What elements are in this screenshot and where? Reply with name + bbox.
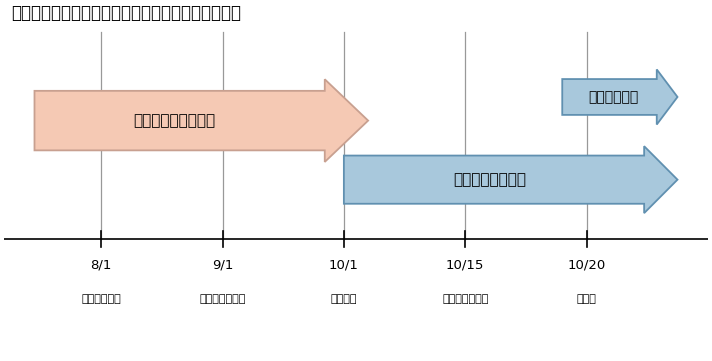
Polygon shape [344, 146, 678, 213]
Text: 融資申込: 融資申込 [330, 294, 357, 304]
Polygon shape [34, 79, 368, 162]
Text: 8/1: 8/1 [90, 258, 112, 271]
Text: 信用保証協会: 信用保証協会 [588, 90, 639, 104]
Text: 許可日: 許可日 [577, 294, 597, 304]
Text: 10/1: 10/1 [329, 258, 359, 271]
Text: 日本政策金融公庫: 日本政策金融公庫 [453, 172, 526, 187]
Text: 10/20: 10/20 [567, 258, 606, 271]
Text: 10/15: 10/15 [446, 258, 484, 271]
Text: 契約費支払い: 契約費支払い [81, 294, 121, 304]
Text: 工事残金支払い: 工事残金支払い [442, 294, 488, 304]
Text: 工事前金支払い: 工事前金支払い [199, 294, 246, 304]
Text: 9/1: 9/1 [212, 258, 234, 271]
Text: どちらも融資対象外: どちらも融資対象外 [133, 113, 215, 128]
Polygon shape [562, 69, 678, 125]
Text: 日本政策金融公庫と信用保証協会の融資範囲の違い: 日本政策金融公庫と信用保証協会の融資範囲の違い [11, 4, 241, 22]
